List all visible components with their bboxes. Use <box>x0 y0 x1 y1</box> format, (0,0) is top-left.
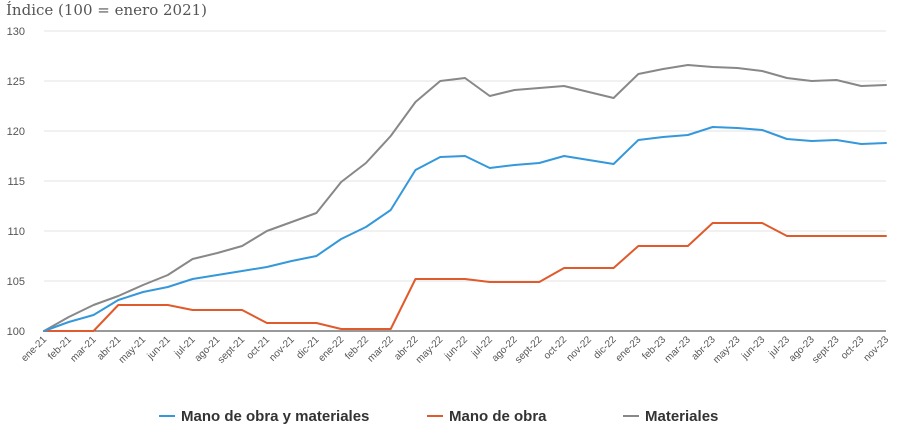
legend: Mano de obra y materiales Mano de obra Mat… <box>159 408 718 425</box>
y-tick-label: 110 <box>7 226 25 238</box>
x-tick-label: may-22 <box>414 334 446 366</box>
y-tick-labels: 100 105 110 115 120 125 130 <box>7 26 25 338</box>
legend-label: Mano de obra <box>449 408 547 425</box>
legend-item: Mano de obra <box>427 408 547 425</box>
x-tick-label: ene-22 <box>316 334 346 364</box>
x-tick-label: mar-21 <box>68 334 98 364</box>
legend-label: Mano de obra y materiales <box>181 408 369 425</box>
x-tick-label: sept-22 <box>513 334 545 366</box>
x-tick-label: jun-22 <box>442 334 470 362</box>
y-tick-label: 125 <box>7 76 25 88</box>
x-tick-label: nov-21 <box>267 334 297 364</box>
y-tick-label: 105 <box>7 276 25 288</box>
x-tick-label: jun-21 <box>145 334 173 362</box>
y-tick-label: 120 <box>7 126 25 138</box>
series-line-3 <box>43 64 887 332</box>
series-line-2 <box>43 222 887 332</box>
y-tick-label: 130 <box>7 26 25 38</box>
series-lines <box>43 64 887 332</box>
y-tick-label: 115 <box>7 176 25 188</box>
legend-item: Mano de obra y materiales <box>159 408 369 425</box>
legend-item: Materiales <box>623 408 718 425</box>
x-tick-label: nov-23 <box>862 334 892 364</box>
x-tick-label: may-21 <box>117 334 149 366</box>
x-tick-label: nov-22 <box>565 334 595 364</box>
x-tick-label: mar-23 <box>663 334 693 364</box>
x-tick-label: may-23 <box>711 334 743 366</box>
y-tick-label: 100 <box>7 326 25 338</box>
x-tick-label: ene-23 <box>614 334 644 364</box>
x-tick-label: mar-22 <box>366 334 396 364</box>
x-tick-label: sept-21 <box>216 334 248 366</box>
x-tick-label: jun-23 <box>739 334 767 362</box>
x-tick-label: ene-21 <box>19 334 49 364</box>
x-tick-label: sept-23 <box>810 334 842 366</box>
y-axis-label: Índice (100 = enero 2021) <box>6 1 207 19</box>
series-line-1 <box>43 126 887 332</box>
legend-label: Materiales <box>645 408 718 425</box>
